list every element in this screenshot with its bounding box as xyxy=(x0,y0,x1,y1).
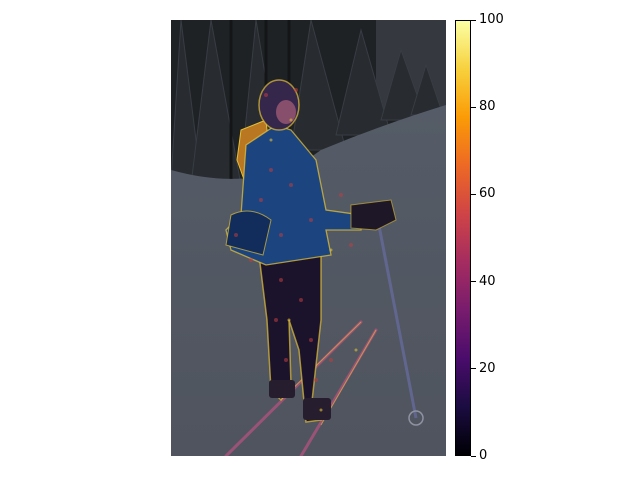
colorbar xyxy=(455,20,471,456)
colorbar-tick xyxy=(471,455,476,457)
colorbar-tick-label: 40 xyxy=(479,273,496,289)
ski-pole xyxy=(374,209,418,419)
colorbar-tick xyxy=(471,193,476,195)
skier-glove xyxy=(350,199,397,231)
colorbar-tick xyxy=(471,106,476,108)
heatmap-speckles xyxy=(234,88,353,382)
colorbar-tick-label: 20 xyxy=(479,360,496,376)
colorbar-tick-label: 100 xyxy=(479,12,504,27)
colorbar-tick-label: 60 xyxy=(479,186,496,202)
colorbar-tick-label: 0 xyxy=(479,448,488,463)
colorbar-tick xyxy=(471,281,476,283)
colorbar-tick xyxy=(471,368,476,370)
colorbar-tick xyxy=(471,19,476,21)
colorbar-tick-label: 80 xyxy=(479,99,496,115)
skier-heatmap-image xyxy=(171,20,446,456)
